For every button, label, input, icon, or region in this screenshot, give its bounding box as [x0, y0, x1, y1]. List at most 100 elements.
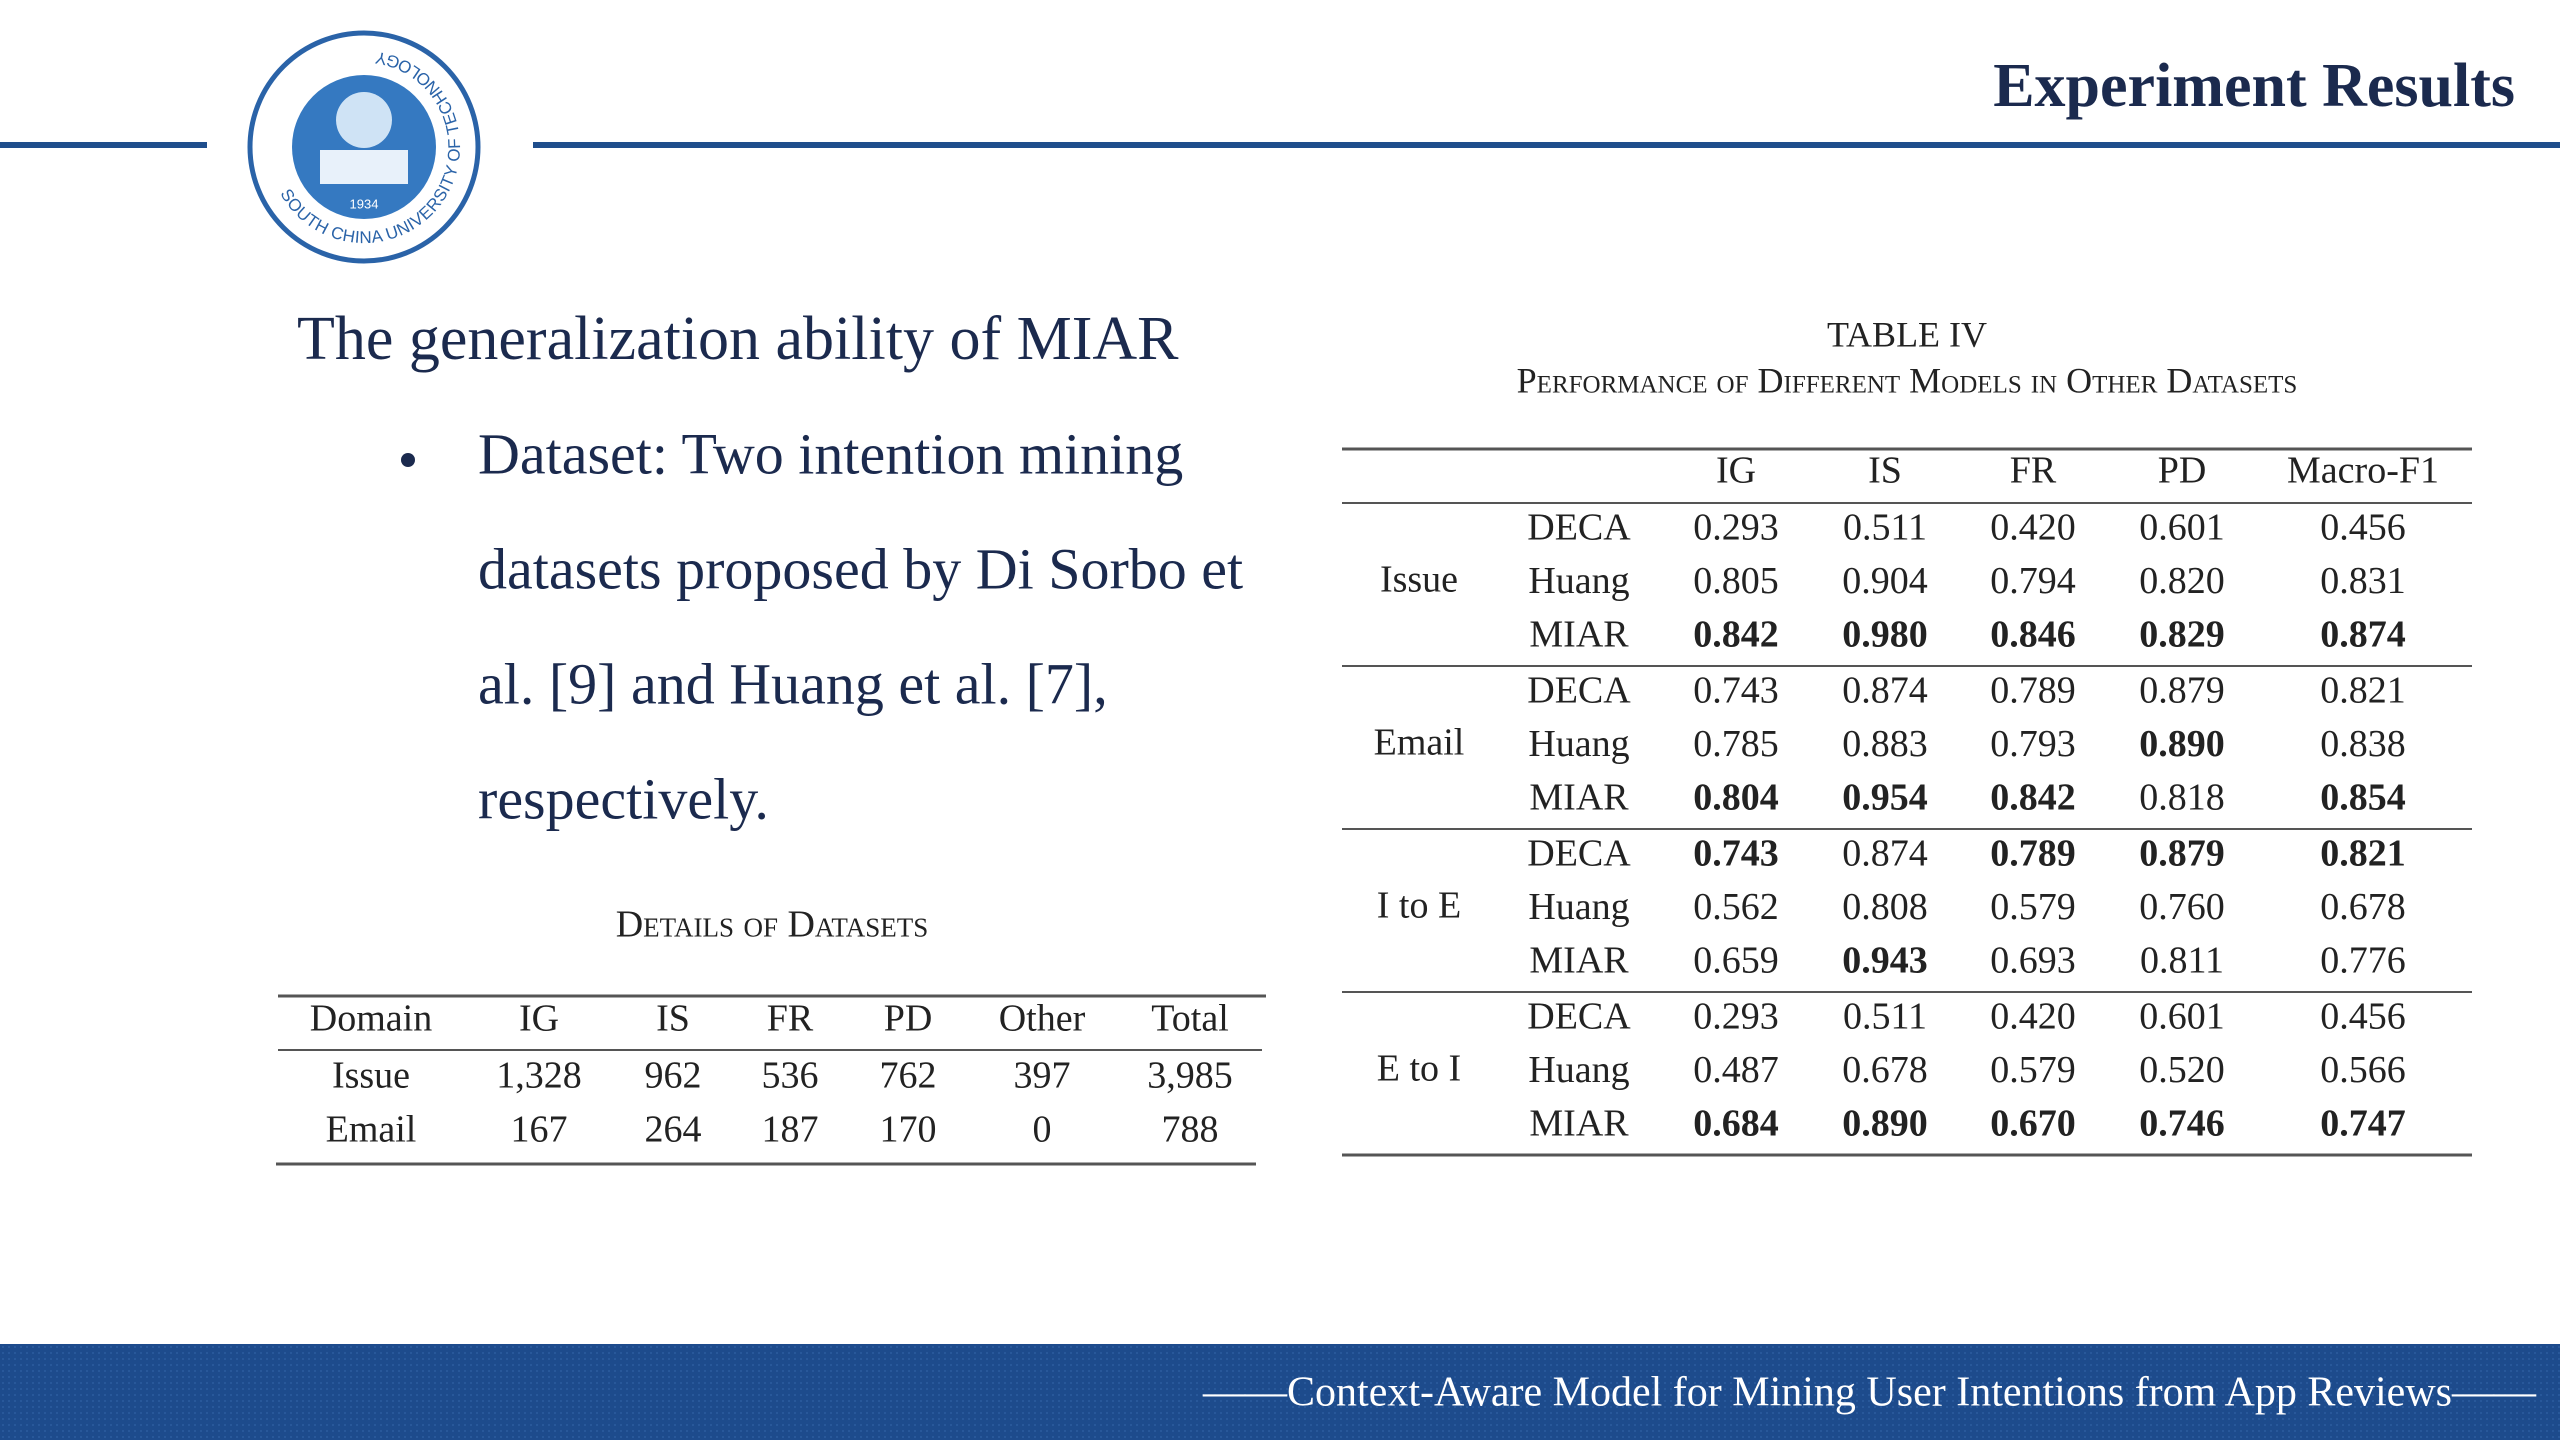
table-cell: 0.601	[2139, 996, 2225, 1038]
table-cell: 0.693	[1990, 940, 2076, 982]
header-cell: Other	[999, 998, 1086, 1040]
table-cell: 0.785	[1693, 723, 1779, 765]
table-cell: 762	[880, 1055, 937, 1097]
table-cell: 0.789	[1990, 833, 2076, 875]
footer-text: ——Context-Aware Model for Mining User In…	[1202, 1370, 2537, 1416]
table-cell: 0.804	[1693, 777, 1779, 819]
table-cell: 0.811	[2140, 940, 2224, 982]
table-cell: 0.520	[2139, 1049, 2225, 1091]
results-table: TABLE IV Performance of Different Models …	[1342, 314, 2472, 1157]
table-caption: Details of Datasets	[616, 904, 929, 946]
header-cell: FR	[2010, 450, 2057, 492]
table-caption: Performance of Different Models in Other…	[1517, 360, 2298, 400]
table-cell: 0.879	[2139, 833, 2225, 875]
table-cell: 0.678	[1842, 1049, 1928, 1091]
table-label: TABLE IV	[1827, 314, 1987, 354]
table-cell: 0.743	[1693, 670, 1779, 712]
model-name: Huang	[1528, 723, 1629, 765]
table-cell: 0.954	[1842, 777, 1928, 819]
table-cell: 0.487	[1693, 1049, 1779, 1091]
header-cell: IG	[1716, 450, 1756, 492]
table-cell: 0.601	[2139, 507, 2225, 549]
table-cell: 0.511	[1843, 507, 1927, 549]
table-cell: 0.883	[1842, 723, 1928, 765]
table-cell: 0.456	[2320, 996, 2406, 1038]
table-cell: 0.829	[2139, 614, 2225, 656]
table-cell: Issue	[332, 1055, 410, 1097]
bullet-dot	[401, 453, 415, 467]
table-cell: 0.874	[1842, 670, 1928, 712]
table-cell: 0.760	[2139, 886, 2225, 928]
model-name: DECA	[1527, 996, 1631, 1038]
table-cell: 0.670	[1990, 1103, 2076, 1145]
group-label: Email	[1374, 722, 1465, 764]
header-cell: Macro-F1	[2287, 450, 2439, 492]
table-cell: 0.743	[1693, 833, 1779, 875]
table-cell: 397	[1014, 1055, 1071, 1097]
model-name: MIAR	[1529, 940, 1629, 982]
bullet-text: Dataset: Two intention mining datasets pr…	[478, 421, 1243, 831]
header-cell: IS	[1868, 450, 1902, 492]
table-cell: 0.420	[1990, 507, 2076, 549]
header-cell: PD	[884, 998, 933, 1040]
model-name: MIAR	[1529, 777, 1629, 819]
table-cell: 0.562	[1693, 886, 1779, 928]
table-cell: 0.943	[1842, 940, 1928, 982]
footer-band	[0, 1344, 2560, 1440]
table-cell: 0.874	[1842, 833, 1928, 875]
table-cell: 167	[511, 1109, 568, 1151]
table-cell: 0.890	[1842, 1103, 1928, 1145]
table-cell: 0.805	[1693, 560, 1779, 602]
group-label: E to I	[1377, 1048, 1461, 1090]
table-cell: 0.846	[1990, 614, 2076, 656]
logo-year: 1934	[350, 196, 379, 211]
table-cell: 0.842	[1693, 614, 1779, 656]
table-cell: 0	[1033, 1109, 1052, 1151]
table-cell: 0.808	[1842, 886, 1928, 928]
header-rule-right	[533, 142, 2560, 148]
table-cell: 0.879	[2139, 670, 2225, 712]
table-cell: 170	[880, 1109, 937, 1151]
table-cell: 0.838	[2320, 723, 2406, 765]
table-cell: 0.293	[1693, 996, 1779, 1038]
table-cell: 0.659	[1693, 940, 1779, 982]
header-cell: Total	[1151, 998, 1229, 1040]
table-cell: 0.511	[1843, 996, 1927, 1038]
table-cell: 0.821	[2320, 833, 2406, 875]
model-name: DECA	[1527, 507, 1631, 549]
table-cell: Email	[326, 1109, 417, 1151]
table-cell: 0.980	[1842, 614, 1928, 656]
table-cell: 0.831	[2320, 560, 2406, 602]
table-cell: 0.904	[1842, 560, 1928, 602]
details-table: Details of Datasets Domain IG IS FR PD Other To…	[276, 904, 1266, 1166]
table-cell: 0.793	[1990, 723, 2076, 765]
header-rule-left	[0, 142, 207, 148]
model-name: DECA	[1527, 670, 1631, 712]
table-cell: 0.420	[1990, 996, 2076, 1038]
table-cell: 0.890	[2139, 723, 2225, 765]
table-cell: 0.818	[2139, 777, 2225, 819]
table-cell: 0.456	[2320, 507, 2406, 549]
model-name: MIAR	[1529, 1103, 1629, 1145]
bullet-line: al. [9] and Huang et al. [7],	[478, 651, 1108, 716]
table-cell: 0.820	[2139, 560, 2225, 602]
table-cell: 0.746	[2139, 1103, 2225, 1145]
header-cell: FR	[767, 998, 814, 1040]
header-cell: IS	[656, 998, 690, 1040]
bullet-line: Dataset: Two intention mining	[478, 421, 1183, 486]
model-name: Huang	[1528, 560, 1629, 602]
table-cell: 0.794	[1990, 560, 2076, 602]
group-label: Issue	[1380, 559, 1458, 601]
model-name: DECA	[1527, 833, 1631, 875]
table-cell: 0.854	[2320, 777, 2406, 819]
model-name: Huang	[1528, 1049, 1629, 1091]
bullet-line: respectively.	[478, 766, 769, 831]
table-cell: 0.776	[2320, 940, 2406, 982]
table-cell: 0.293	[1693, 507, 1779, 549]
header-cell: IG	[519, 998, 559, 1040]
table-cell: 1,328	[496, 1055, 582, 1097]
table-cell: 3,985	[1147, 1055, 1233, 1097]
table-cell: 0.842	[1990, 777, 2076, 819]
